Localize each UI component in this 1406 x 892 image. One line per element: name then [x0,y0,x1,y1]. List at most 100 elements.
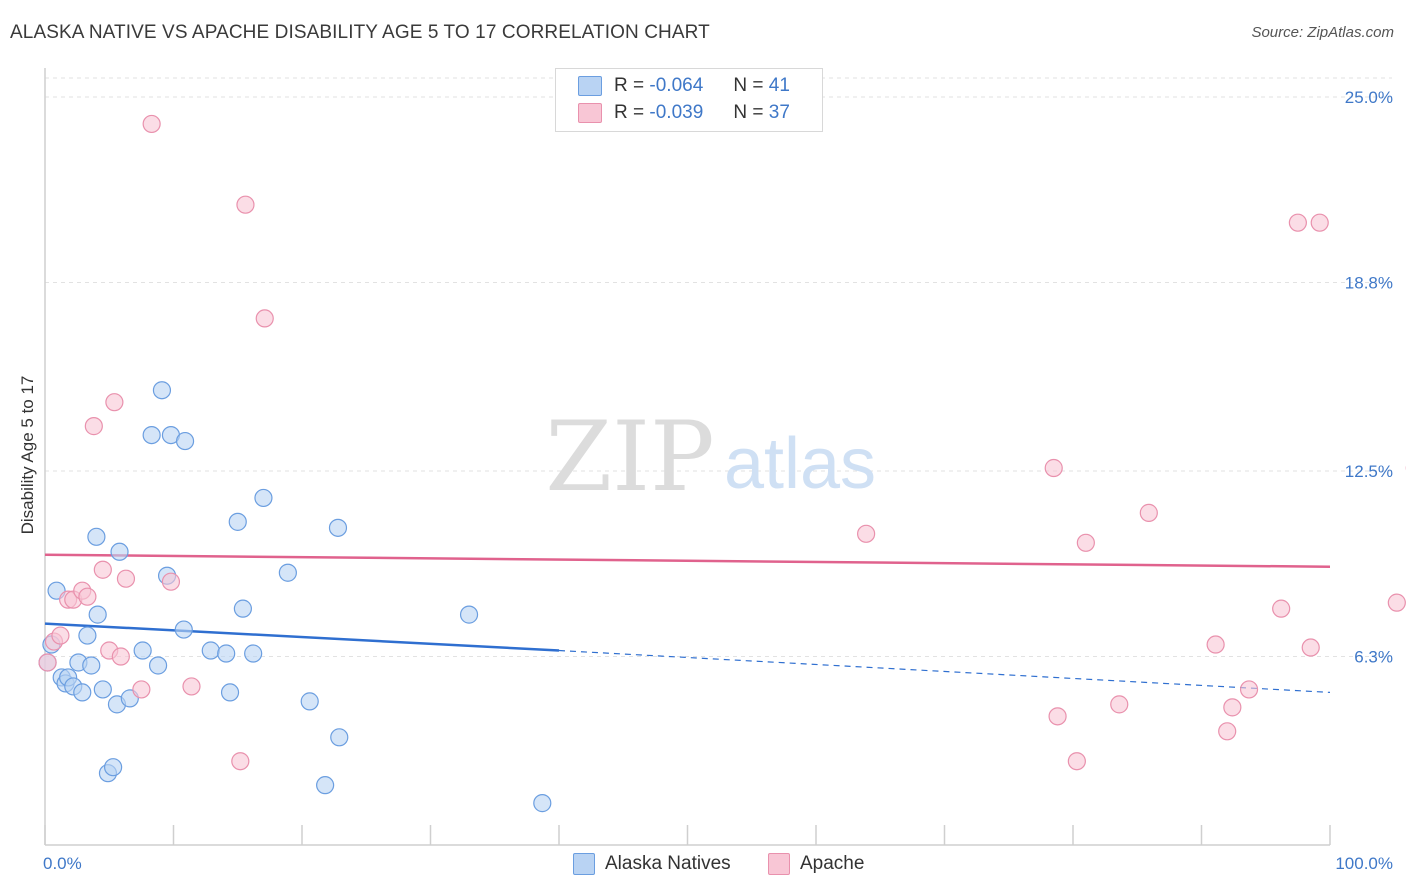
alaska-natives-point [175,431,195,451]
alaska-natives-point [300,692,319,711]
x-tick-labels: 0.0% 100.0% [43,854,1393,873]
alaska-natives-point [110,542,129,561]
apache-point [1272,599,1291,618]
apache-point [1387,593,1406,612]
y-tick-label: 25.0% [1345,88,1393,107]
apache-point [231,752,250,771]
x-tick-label: 0.0% [43,854,82,873]
alaska-natives-point [73,683,92,702]
apache-point [1048,707,1067,726]
blue-swatch [578,76,602,96]
apache-point [1288,213,1307,232]
alaska-natives-point [148,656,168,675]
apache-point [1301,638,1320,657]
chart-title: ALASKA NATIVE VS APACHE DISABILITY AGE 5… [10,22,710,43]
apache-point [1044,458,1063,478]
pink-swatch [578,103,602,123]
legend-item-alaska-natives[interactable]: Alaska Natives [573,853,731,875]
apache-point [1110,695,1129,714]
alaska-natives-point [93,680,112,699]
stats-legend: R = -0.064 N = 41 R = -0.039 N = 37 [555,68,823,132]
legend-item-apache[interactable]: Apache [768,853,864,875]
alaska-natives-point [254,488,273,508]
alaska-natives-point [328,518,348,537]
legend-swatch-pink [768,853,790,875]
apache-point [1139,503,1158,522]
alaska-natives-point [533,794,552,813]
r-label: R = [614,102,645,123]
apache-point [93,560,112,579]
alaska-natives-point [88,605,107,624]
n-value: 37 [768,102,790,123]
alaska-natives-point [142,425,161,445]
stats-row-alaska-natives: R = -0.064 N = 41 [578,74,790,98]
y-tick-label: 18.8% [1345,274,1393,293]
alaska-natives-point [217,644,236,663]
alaska-natives-point [152,381,172,400]
axes [44,68,1331,846]
alaska-natives-point [78,626,97,645]
apache-point [1067,752,1086,771]
apache-point [1310,213,1329,232]
alaska-natives-point [201,641,220,660]
apache-point [182,677,201,696]
alaska-natives-point [233,599,252,618]
apache-point [84,417,103,436]
r-label: R = [614,75,645,96]
apache-point [1239,680,1259,699]
alaska-natives-trend-solid [44,622,560,652]
apache-point [255,309,274,328]
grid-lines [45,77,1392,658]
alaska-natives-point [316,776,335,795]
alaska-natives-point [174,620,193,639]
apache-point [1076,533,1095,552]
apache-point [116,569,136,588]
source-label: Source: ZipAtlas.com [1251,24,1394,41]
alaska-natives-point [104,758,123,777]
n-label: N = [733,75,764,96]
n-label: N = [733,102,764,123]
alaska-natives-point [459,605,479,624]
apache-point [1206,635,1225,654]
y-tick-labels: 6.3% 12.5% 18.8% 25.0% [1345,88,1393,667]
data-points [38,114,1406,813]
alaska-natives-point [133,641,152,660]
apache-point [111,647,130,666]
apache-point [1223,698,1242,717]
alaska-natives-point [244,644,263,663]
alaska-natives-point [82,656,101,675]
stats-row-apache: R = -0.039 N = 37 [578,101,790,125]
legend-label: Apache [800,853,865,874]
apache-point [857,524,876,543]
apache-point [132,680,151,699]
watermark: ZIP atlas [545,401,876,513]
alaska-natives-point [278,563,297,582]
watermark-atlas: atlas [724,424,876,504]
series-legend: Alaska Natives Apache [0,851,1406,879]
r-value: -0.064 [649,75,704,96]
apache-point [1218,722,1237,741]
apache-trend-line [44,553,1331,568]
alaska-natives-point [330,728,349,747]
y-tick-label: 12.5% [1345,462,1393,481]
alaska-natives-point [228,512,247,531]
apache-point [38,653,57,672]
trend-lines [44,553,1331,694]
r-value: -0.039 [649,102,704,123]
alaska-natives-trend-dashed [558,649,1331,694]
legend-label: Alaska Natives [605,853,731,874]
apache-point [236,195,255,214]
apache-point [51,626,70,645]
apache-point [161,572,181,591]
apache-point [78,587,97,606]
watermark-zip: ZIP [545,401,714,513]
alaska-natives-point [220,683,240,702]
n-value: 41 [768,75,790,96]
apache-point [142,114,161,134]
y-tick-label: 6.3% [1354,648,1393,667]
alaska-natives-point [87,527,106,546]
apache-point [105,393,124,412]
x-tick-label: 100.0% [1335,854,1393,873]
legend-swatch-blue [573,853,595,875]
